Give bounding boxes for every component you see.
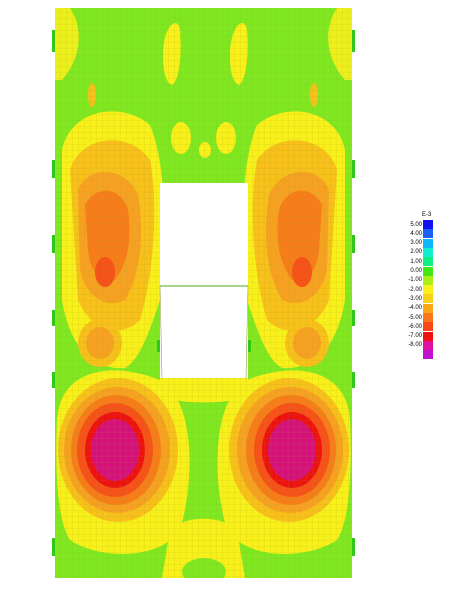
legend-swatch (423, 350, 433, 360)
legend-label: 4.00 (410, 230, 422, 237)
legend-swatch (423, 313, 433, 322)
legend-swatch (423, 229, 433, 239)
legend-label: 1.00 (410, 258, 422, 265)
legend-label: -3.00 (408, 295, 422, 302)
legend-swatch (423, 220, 433, 229)
legend-label: 5.00 (410, 221, 422, 228)
legend-label: 2.00 (410, 249, 422, 256)
wall-contours (55, 8, 352, 578)
legend-swatch (423, 266, 433, 276)
legend-swatch (423, 275, 433, 285)
color-legend: E-3 5.00 4.00 3.00 2.00 1.00 0.00 -1.00 -2.00 -3… (408, 212, 448, 412)
legend-swatch (423, 340, 433, 350)
legend-swatch (423, 285, 433, 295)
legend-swatch (423, 331, 433, 341)
legend-label: -5.00 (408, 314, 422, 321)
legend-label: 0.00 (410, 268, 422, 274)
legend-label: -2.00 (408, 286, 422, 293)
legend-swatch (423, 247, 433, 257)
wall-opening (160, 183, 248, 378)
legend-swatch (423, 322, 433, 332)
legend-label: -7.00 (408, 333, 422, 340)
legend-swatch (423, 294, 433, 304)
legend-label: -8.00 (408, 342, 422, 349)
legend-label: -6.00 (408, 323, 422, 330)
legend-label: 3.00 (410, 240, 422, 247)
legend-swatch (423, 238, 433, 248)
legend-swatch (423, 257, 433, 267)
support-markers (52, 30, 355, 556)
legend-label: -1.00 (408, 277, 422, 284)
legend-swatch (423, 303, 433, 313)
legend-label: -4.00 (408, 305, 422, 312)
legend-exponent-label: E-3 (422, 212, 432, 218)
